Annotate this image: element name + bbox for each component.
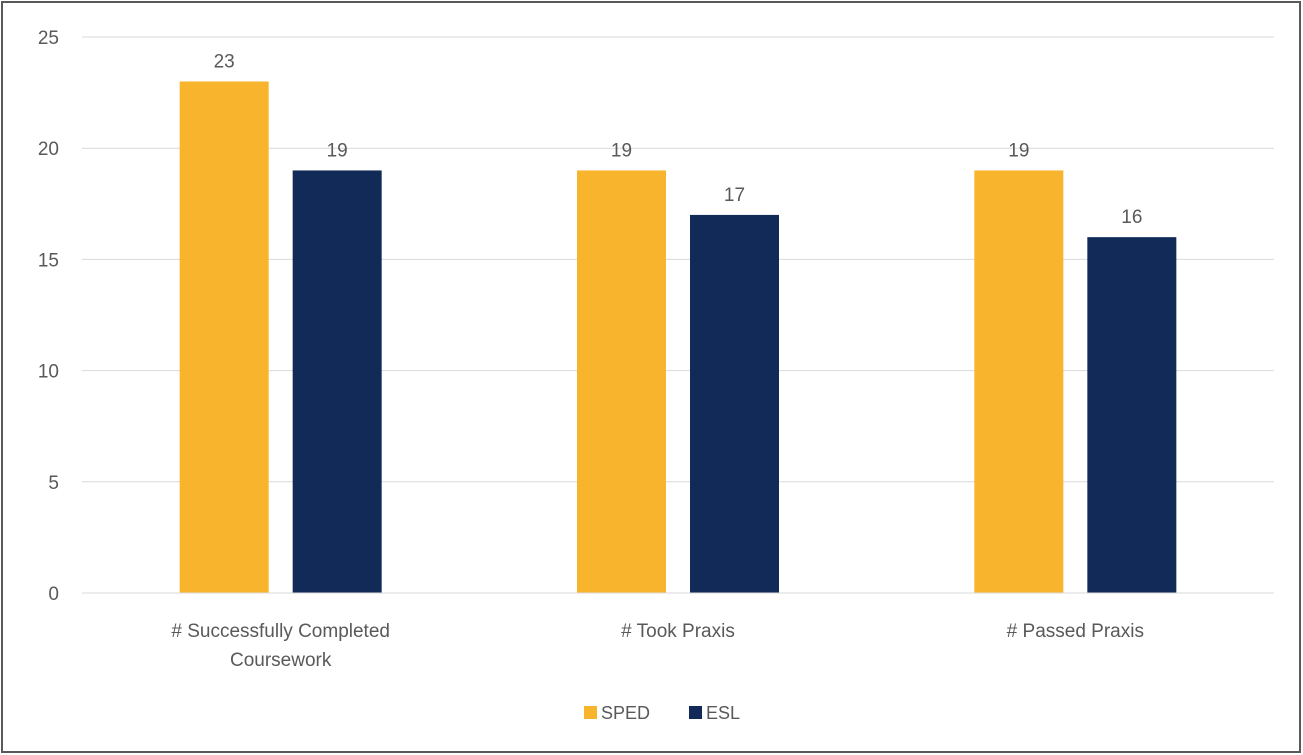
bar-sped-1 [577, 170, 666, 593]
legend-label-esl: ESL [706, 703, 740, 723]
y-axis: 0 5 10 15 20 25 [38, 28, 59, 605]
x-category-label: # Successfully Completed [171, 621, 390, 642]
legend-swatch-esl [689, 706, 702, 719]
bar-chart: 0 5 10 15 20 25 23 19 19 17 19 16 # Successfully C… [38, 28, 1274, 723]
y-tick-label: 10 [38, 362, 59, 383]
x-axis: # Successfully Completed Coursework # Took… [82, 592, 1274, 671]
y-tick-label: 25 [38, 28, 59, 49]
bars [179, 81, 1177, 594]
data-labels: 23 19 19 17 19 16 [214, 51, 1143, 228]
y-tick-label: 20 [38, 139, 59, 160]
bar-esl-0 [292, 170, 382, 593]
y-tick-label: 0 [48, 584, 59, 605]
bar-esl-1 [690, 214, 779, 594]
data-label-esl-0: 19 [327, 140, 348, 161]
x-category-label: # Passed Praxis [1007, 621, 1144, 642]
data-label-sped-1: 19 [611, 140, 632, 161]
data-label-esl-2: 16 [1121, 207, 1142, 228]
legend-swatch-sped [584, 706, 597, 719]
bar-sped-2 [974, 170, 1064, 593]
bar-sped-0 [179, 81, 269, 593]
x-category-label: Coursework [230, 650, 332, 671]
x-category-label: # Took Praxis [621, 621, 735, 642]
legend-label-sped: SPED [601, 703, 650, 723]
y-tick-label: 5 [48, 473, 59, 494]
bar-esl-2 [1087, 237, 1177, 593]
legend: SPED ESL [584, 703, 740, 723]
data-label-esl-1: 17 [724, 185, 745, 206]
data-label-sped-2: 19 [1008, 140, 1029, 161]
data-label-sped-0: 23 [214, 51, 235, 72]
y-tick-label: 15 [38, 250, 59, 271]
